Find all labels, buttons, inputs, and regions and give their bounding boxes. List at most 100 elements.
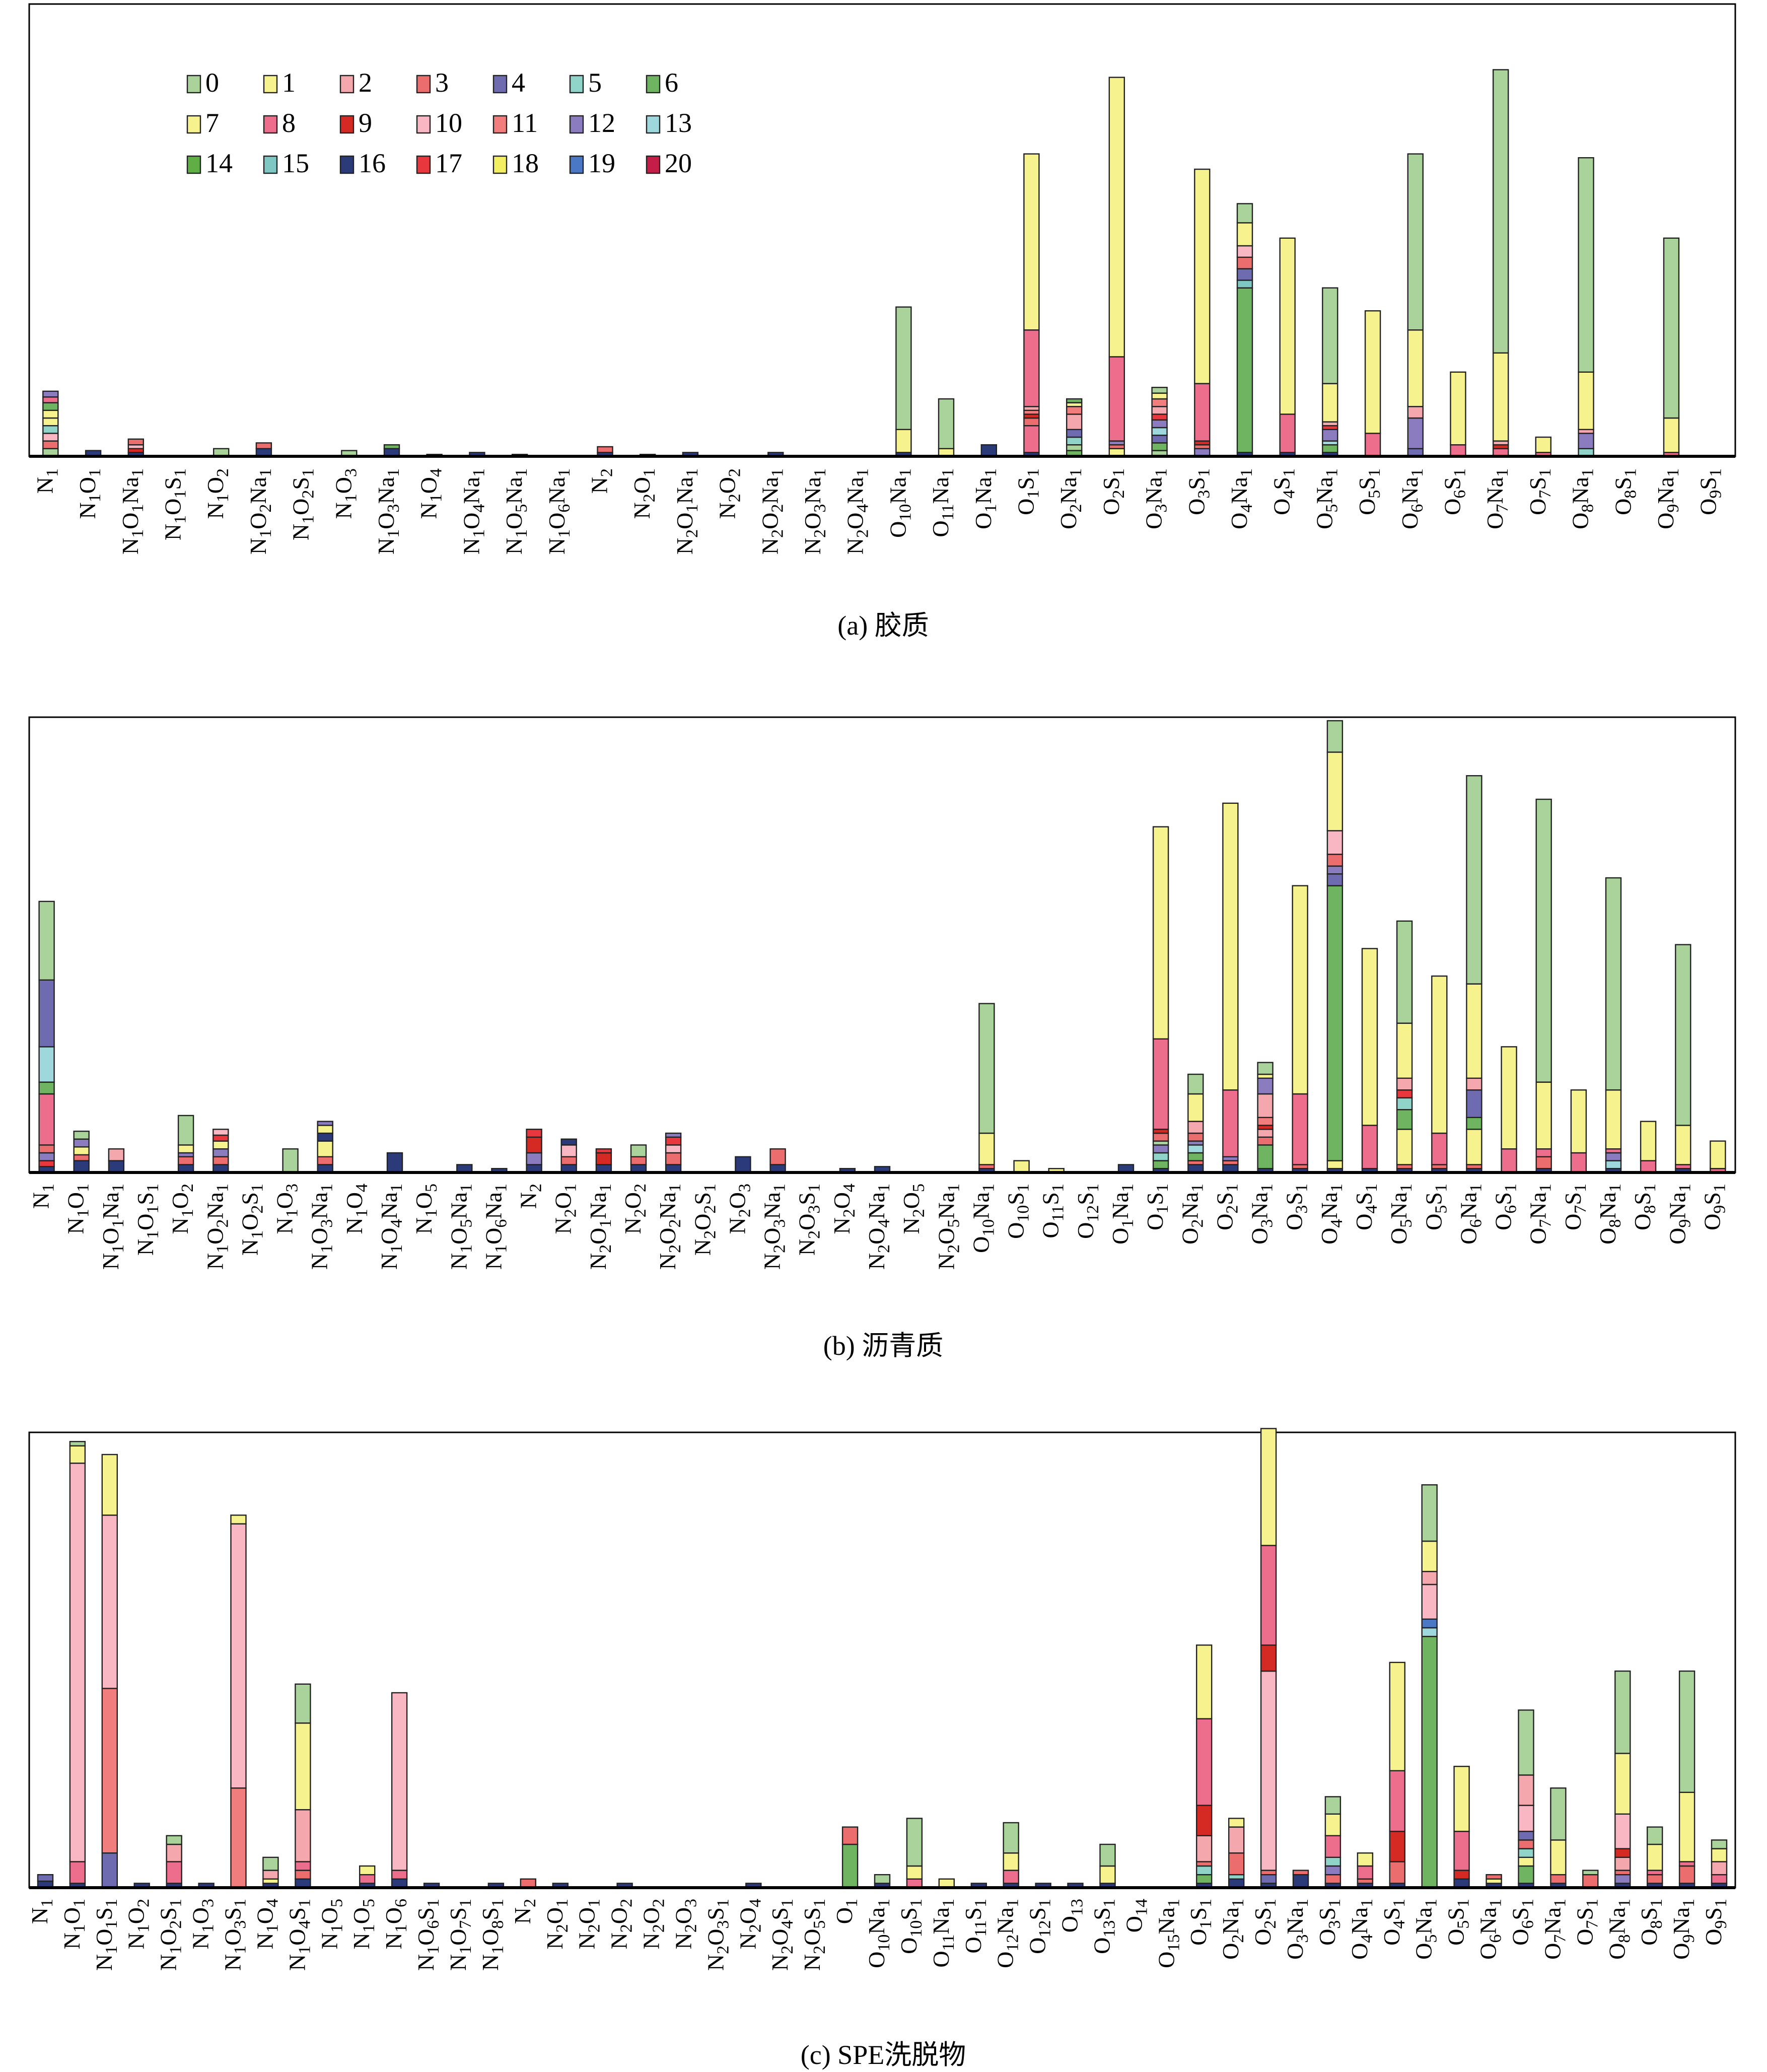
bar-segment-O2S1-3: [1260, 1670, 1277, 1871]
x-tick-label: N2O2: [606, 1899, 636, 1949]
bar-N2: [526, 1128, 542, 1173]
x-tick-label: N1O2S1: [237, 1184, 266, 1256]
bar-N1O4Na1: [386, 1152, 403, 1173]
bar-segment-N1O1-1: [73, 1154, 90, 1161]
bar-N1O3Na1: [383, 444, 400, 457]
bar-segment-O5Na1-3: [1421, 1583, 1438, 1620]
bar-segment-O4Na1-1: [1357, 1878, 1374, 1884]
x-tick-label: O4Na1: [1347, 1899, 1376, 1960]
x-tick-label: O1Na1: [970, 468, 1000, 529]
legend-swatch-17: [416, 155, 431, 174]
x-tick-label: N1O3: [188, 1899, 218, 1949]
bar-segment-O7Na1-3: [1550, 1787, 1567, 1841]
bar-segment-O2S1-5: [1260, 1545, 1277, 1646]
x-tick-label: O2S1: [1212, 1184, 1241, 1230]
x-tick-label: O1: [831, 1899, 861, 1924]
bar-segment-N1-1: [38, 1160, 55, 1167]
x-tick-label: O1Na1: [1107, 1184, 1137, 1245]
bar-segment-O4Na1-6: [1326, 830, 1344, 855]
bar-segment-N1O2Na1-1: [213, 1156, 229, 1165]
bar-segment-O5Na1-5: [1421, 1540, 1438, 1572]
bar-segment-O4Na1-5: [1326, 853, 1344, 867]
x-tick-label: N2O4S1: [767, 1899, 797, 1971]
bar-segment-N2O1Na1-2: [595, 1148, 612, 1154]
bar-O6S1: [1501, 1046, 1517, 1173]
legend-swatch-8: [263, 115, 278, 134]
legend-item-12: 12: [569, 108, 615, 138]
bar-segment-O4Na1-2: [1326, 885, 1344, 1161]
bar-segment-N1-5: [42, 409, 59, 419]
bar-O2Na1: [1187, 1073, 1204, 1173]
bar-N2O2Na1: [665, 1132, 682, 1173]
x-tick-label: N1O2Na1: [202, 1184, 232, 1270]
legend-swatch-4: [492, 75, 508, 94]
bar-segment-O12Na1-2: [1003, 1852, 1019, 1871]
bar-O5S1: [1431, 975, 1448, 1173]
bar-N1O1Na1: [108, 1148, 125, 1173]
bar-O4Na1: [1357, 1852, 1374, 1889]
bar-O7Na1: [1535, 798, 1552, 1173]
bar-segment-O9Na1-2: [1675, 1125, 1691, 1165]
bar-O6Na1: [1466, 775, 1482, 1173]
x-tick-label: N1O6: [381, 1899, 410, 1949]
x-tick-label: O1S1: [1142, 1184, 1172, 1230]
bar-segment-N2O2-1: [630, 1156, 647, 1165]
bar-segment-N1O4-3: [262, 1856, 279, 1871]
bar-segment-O10Na1-2: [895, 306, 912, 430]
bar-segment-N1O3Na1-3: [317, 1132, 333, 1142]
bar-segment-O9S1-1: [1711, 1874, 1728, 1884]
bar-segment-O4S1-3: [1389, 1770, 1406, 1832]
bar-O5Na1: [1421, 1484, 1438, 1889]
bar-segment-O3S1-4: [1194, 168, 1211, 384]
x-tick-label: O10Na1: [885, 468, 914, 538]
bar-segment-O6Na1-1: [1486, 1878, 1502, 1884]
x-tick-label: O12S1: [1025, 1899, 1054, 1954]
bar-O5Na1: [1396, 920, 1413, 1173]
bar-segment-O6Na1-2: [1466, 1128, 1482, 1165]
bar-segment-N1O4S1-5: [295, 1683, 311, 1724]
x-tick-label: N2O1: [550, 1184, 580, 1234]
bar-segment-O10S1-1: [906, 1865, 923, 1880]
bar-O6S1: [1518, 1709, 1534, 1889]
x-tick-label: N1O4S1: [284, 1899, 314, 1971]
bar-segment-O9Na1-1: [1663, 417, 1680, 453]
x-tick-label: O3Na1: [1141, 468, 1171, 529]
x-tick-label: O8S1: [1630, 1184, 1659, 1230]
bar-O9Na1: [1675, 944, 1691, 1173]
bar-segment-O5S1-3: [1453, 1765, 1470, 1832]
x-tick-label: O9Na1: [1653, 468, 1682, 529]
legend-swatch-3: [416, 75, 431, 94]
bar-N1O4: [262, 1856, 279, 1889]
bar-O7S1: [1582, 1870, 1599, 1889]
bar-O9Na1: [1663, 237, 1680, 457]
bar-segment-O4S1-2: [1361, 948, 1378, 1126]
x-tick-label: N2O4: [829, 1184, 859, 1234]
bar-segment-N1O2Na1-1: [255, 442, 272, 450]
bar-segment-O2Na1-1: [1066, 444, 1083, 451]
x-tick-label: N2O2Na1: [655, 1184, 684, 1270]
bar-N1O3Na1: [317, 1121, 333, 1173]
x-tick-label: O3S1: [1183, 468, 1213, 515]
bar-segment-O6Na1-2: [1486, 1874, 1502, 1880]
bar-segment-O3S1-4: [1324, 1835, 1341, 1858]
legend-swatch-15: [263, 155, 278, 174]
x-tick-label: O3S1: [1282, 1184, 1311, 1230]
bar-segment-O9Na1-1: [1678, 1865, 1695, 1884]
bar-segment-O1S1-5: [1195, 1805, 1213, 1837]
bar-O9S1: [1710, 1140, 1726, 1173]
legend-label-14: 14: [205, 148, 233, 178]
bar-segment-O9S1-4: [1711, 1839, 1728, 1849]
x-tick-label: O11S1: [960, 1899, 990, 1954]
bar-segment-O2Na1-3: [1066, 429, 1083, 438]
bar-N1O1S1: [101, 1454, 118, 1889]
x-tick-label: O4Na1: [1226, 468, 1256, 529]
bar-segment-N1O1Na1-3: [127, 438, 145, 446]
x-tick-label: O8S1: [1610, 468, 1640, 515]
bar-segment-O1S1-1: [1152, 1160, 1169, 1169]
legend-item-20: 20: [646, 148, 692, 178]
panel-b-bars: [38, 720, 1726, 1173]
bar-segment-O6Na1-2: [1407, 406, 1424, 419]
bar-segment-O6S1-7: [1518, 1774, 1534, 1806]
